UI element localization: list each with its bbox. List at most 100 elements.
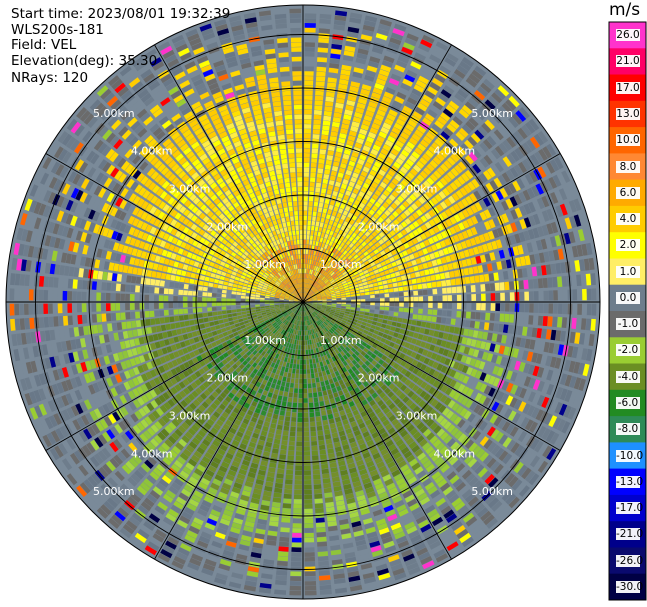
velocity-cell <box>339 267 344 272</box>
velocity-cell <box>306 364 310 369</box>
velocity-cell <box>461 311 467 319</box>
velocity-cell <box>354 111 363 119</box>
velocity-cell <box>322 264 327 270</box>
velocity-cell <box>419 206 427 214</box>
velocity-cell <box>432 216 440 225</box>
velocity-cell <box>494 161 504 173</box>
velocity-cell <box>360 275 366 280</box>
velocity-cell <box>332 117 341 123</box>
velocity-cell <box>386 263 393 269</box>
velocity-cell <box>404 297 409 302</box>
velocity-cell <box>377 73 388 82</box>
velocity-cell <box>304 518 314 524</box>
velocity-cell <box>351 299 356 302</box>
velocity-cell <box>361 84 372 91</box>
velocity-cell <box>303 345 306 350</box>
velocity-cell <box>393 161 401 169</box>
velocity-cell <box>332 29 345 36</box>
velocity-cell <box>361 321 367 326</box>
velocity-cell <box>366 276 372 281</box>
velocity-cell <box>277 551 289 557</box>
velocity-cell <box>352 71 363 79</box>
velocity-cell <box>392 282 398 288</box>
velocity-cell <box>457 146 467 156</box>
velocity-cell <box>319 153 326 160</box>
velocity-cell <box>335 310 340 314</box>
velocity-cell <box>312 129 320 135</box>
velocity-cell <box>432 302 438 309</box>
velocity-cell <box>310 274 314 280</box>
velocity-cell <box>354 228 360 235</box>
velocity-cell <box>411 237 419 245</box>
velocity-cell <box>298 398 303 403</box>
velocity-cell <box>326 294 331 297</box>
velocity-cell <box>278 415 285 421</box>
velocity-cell <box>312 300 318 302</box>
velocity-cell <box>353 167 361 175</box>
velocity-cell <box>382 177 390 185</box>
velocity-cell <box>321 305 327 307</box>
velocity-cell <box>378 285 384 290</box>
velocity-cell <box>449 342 456 351</box>
velocity-cell <box>515 110 527 122</box>
velocity-cell <box>412 190 421 199</box>
velocity-cell <box>560 330 566 342</box>
velocity-cell <box>309 269 312 274</box>
velocity-cell <box>293 393 298 398</box>
velocity-cell <box>315 508 324 514</box>
velocity-cell <box>446 156 456 166</box>
velocity-cell <box>304 109 312 115</box>
velocity-cell <box>346 297 351 300</box>
velocity-cell <box>342 178 349 185</box>
velocity-cell <box>301 340 303 346</box>
velocity-cell <box>564 389 573 403</box>
velocity-cell <box>311 296 317 299</box>
velocity-cell <box>461 230 469 239</box>
velocity-cell <box>355 299 361 302</box>
velocity-cell <box>310 421 316 427</box>
velocity-cell <box>400 323 407 329</box>
velocity-cell <box>348 283 353 287</box>
velocity-cell <box>519 218 527 230</box>
velocity-cell <box>317 52 328 58</box>
velocity-cell <box>416 218 424 226</box>
velocity-cell <box>322 238 327 244</box>
velocity-cell <box>509 303 515 312</box>
velocity-cell <box>371 321 377 326</box>
velocity-cell <box>447 195 456 205</box>
velocity-cell <box>325 273 330 278</box>
velocity-cell <box>331 302 337 304</box>
velocity-cell <box>577 362 585 375</box>
velocity-cell <box>320 144 327 150</box>
velocity-cell <box>304 273 306 278</box>
velocity-cell <box>538 303 544 314</box>
velocity-cell <box>346 223 353 229</box>
velocity-cell <box>528 377 536 389</box>
velocity-cell <box>356 53 368 60</box>
velocity-cell <box>518 280 524 290</box>
velocity-cell <box>389 307 394 311</box>
velocity-cell <box>298 393 303 398</box>
velocity-cell <box>445 341 452 349</box>
velocity-cell <box>474 202 483 212</box>
velocity-cell <box>319 449 327 455</box>
velocity-cell <box>319 222 324 228</box>
velocity-cell <box>452 116 463 126</box>
velocity-cell <box>485 303 491 311</box>
velocity-cell <box>314 197 319 202</box>
velocity-cell <box>498 159 508 170</box>
velocity-cell <box>303 157 310 163</box>
velocity-cell <box>354 142 363 149</box>
velocity-cell <box>343 315 349 319</box>
velocity-cell <box>313 265 317 271</box>
velocity-cell <box>342 210 349 216</box>
velocity-cell <box>364 140 373 148</box>
velocity-cell <box>332 221 338 227</box>
velocity-cell <box>316 284 320 289</box>
velocity-cell <box>375 235 381 241</box>
velocity-cell <box>378 131 388 139</box>
velocity-cell <box>316 71 326 77</box>
velocity-cell <box>310 177 316 183</box>
velocity-cell <box>489 180 498 191</box>
velocity-cell <box>307 299 313 301</box>
